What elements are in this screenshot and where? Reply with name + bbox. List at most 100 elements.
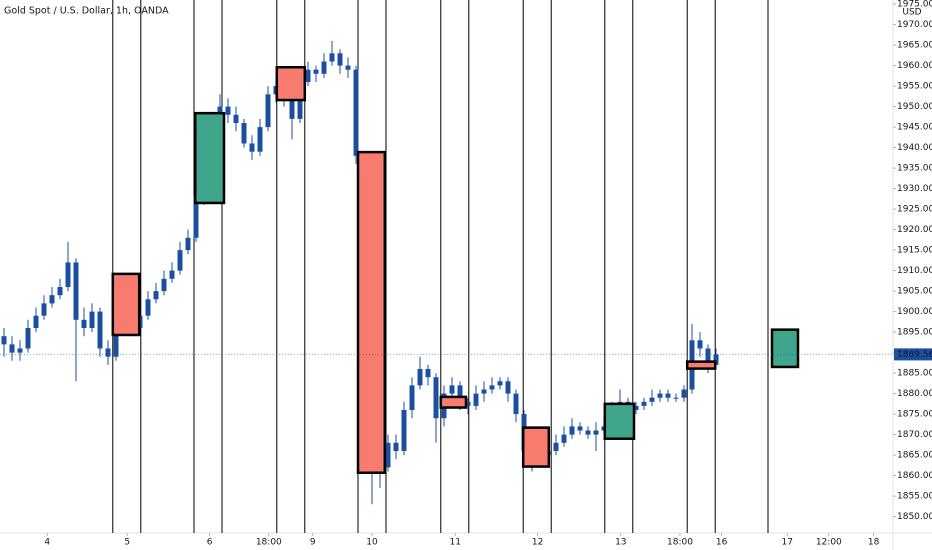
- candle-body: [289, 98, 295, 119]
- y-tick-label: 1865.000: [897, 451, 932, 461]
- candle-body: [657, 393, 663, 398]
- y-tick-label: 1960.000: [897, 61, 932, 71]
- candle-body: [329, 53, 335, 62]
- x-tick-label: 18: [868, 538, 880, 548]
- candle-body: [257, 127, 263, 152]
- candle-body: [401, 410, 407, 451]
- y-tick-label: 1945.000: [897, 123, 932, 133]
- candle-body: [489, 385, 495, 390]
- y-tick-label: 1855.000: [897, 492, 932, 502]
- candle-body: [17, 348, 23, 353]
- y-tick-label: 1895.000: [897, 328, 932, 338]
- zone-box: [111, 272, 141, 337]
- x-tick-label: 9: [310, 538, 316, 548]
- y-tick-label: 1850.000: [897, 512, 932, 522]
- candle-body: [185, 237, 191, 251]
- candle-body: [393, 442, 399, 451]
- zone-box: [356, 150, 387, 474]
- candle-body: [353, 69, 359, 156]
- candle-body: [417, 369, 423, 386]
- x-tick-label: 10: [366, 538, 378, 548]
- y-tick-label: 1935.000: [897, 164, 932, 174]
- x-tick-label: 18:00: [667, 538, 693, 548]
- candle-body: [73, 262, 79, 320]
- candle-body: [97, 311, 103, 349]
- x-tick-label: 18:00: [256, 538, 282, 548]
- candle-body: [241, 123, 247, 144]
- last-price-label: 1889.565: [897, 350, 932, 360]
- candle-body: [65, 262, 71, 287]
- x-tick-label: 17: [781, 538, 792, 548]
- candle-body: [705, 348, 711, 365]
- candle-body: [481, 389, 487, 394]
- y-tick-label: 1940.000: [897, 143, 932, 153]
- zone-box: [275, 65, 307, 102]
- y-tick-label: 1870.000: [897, 430, 932, 440]
- y-tick-label: 1955.000: [897, 82, 932, 92]
- candle-body: [665, 393, 671, 398]
- y-tick-label: 1860.000: [897, 471, 932, 481]
- x-tick-label: 13: [615, 538, 626, 548]
- candle-body: [425, 369, 431, 378]
- y-tick-label: 1930.000: [897, 184, 932, 194]
- candle-body: [25, 328, 31, 349]
- x-tick-label: 16: [716, 538, 728, 548]
- candle-body: [49, 295, 55, 304]
- zone-box: [439, 395, 468, 409]
- candle-body: [649, 397, 655, 402]
- y-tick-label: 1880.000: [897, 389, 932, 399]
- x-tick-label: 4: [44, 538, 50, 548]
- x-tick-label: 12: [532, 538, 543, 548]
- x-tick-label: 12:00: [816, 538, 842, 548]
- candle-body: [313, 69, 319, 74]
- y-tick-label: 1925.000: [897, 205, 932, 215]
- candle-body: [177, 250, 183, 271]
- currency-label: USD: [902, 8, 921, 18]
- zone-box: [685, 360, 717, 370]
- candle-body: [41, 303, 47, 316]
- candle-body: [513, 393, 519, 415]
- candle-body: [265, 94, 271, 128]
- y-tick-label: 1950.000: [897, 102, 932, 112]
- y-tick-label: 1875.000: [897, 410, 932, 420]
- candle-body: [449, 385, 455, 394]
- candle-body: [57, 287, 63, 296]
- y-tick-label: 1920.000: [897, 225, 932, 235]
- candle-body: [193, 196, 199, 238]
- y-tick-label: 1905.000: [897, 287, 932, 297]
- candle-body: [585, 430, 591, 435]
- y-tick-label: 1975.000: [897, 0, 932, 10]
- y-tick-label: 1970.000: [897, 20, 932, 30]
- candle-body: [305, 69, 311, 82]
- zone-box: [193, 111, 226, 205]
- candle-body: [145, 299, 151, 316]
- candle-body: [33, 315, 39, 328]
- candle-body: [81, 319, 87, 328]
- candle-body: [153, 291, 159, 300]
- candle-body: [497, 381, 503, 386]
- x-tick-label: 11: [449, 538, 460, 548]
- candle-body: [457, 385, 463, 402]
- y-tick-label: 1965.000: [897, 41, 932, 51]
- last-price-tag: [894, 348, 932, 361]
- candle-body: [561, 434, 567, 443]
- candle-body: [465, 401, 471, 406]
- zone-box: [603, 402, 636, 440]
- chart-title: Gold Spot / U.S. Dollar, 1h, OANDA: [4, 6, 169, 17]
- candle-body: [169, 270, 175, 279]
- candle-body: [673, 397, 679, 399]
- candle-body: [553, 442, 559, 451]
- candle-body: [577, 426, 583, 431]
- candle-body: [593, 430, 599, 435]
- candle-body: [161, 278, 167, 292]
- candle-body: [697, 340, 703, 349]
- candle-body: [345, 65, 351, 70]
- candle-body: [433, 377, 439, 419]
- candle-body: [249, 143, 255, 152]
- y-tick-label: 1915.000: [897, 246, 932, 256]
- x-tick-label: 5: [124, 538, 130, 548]
- candle-body: [233, 114, 239, 123]
- candle-body: [321, 61, 327, 74]
